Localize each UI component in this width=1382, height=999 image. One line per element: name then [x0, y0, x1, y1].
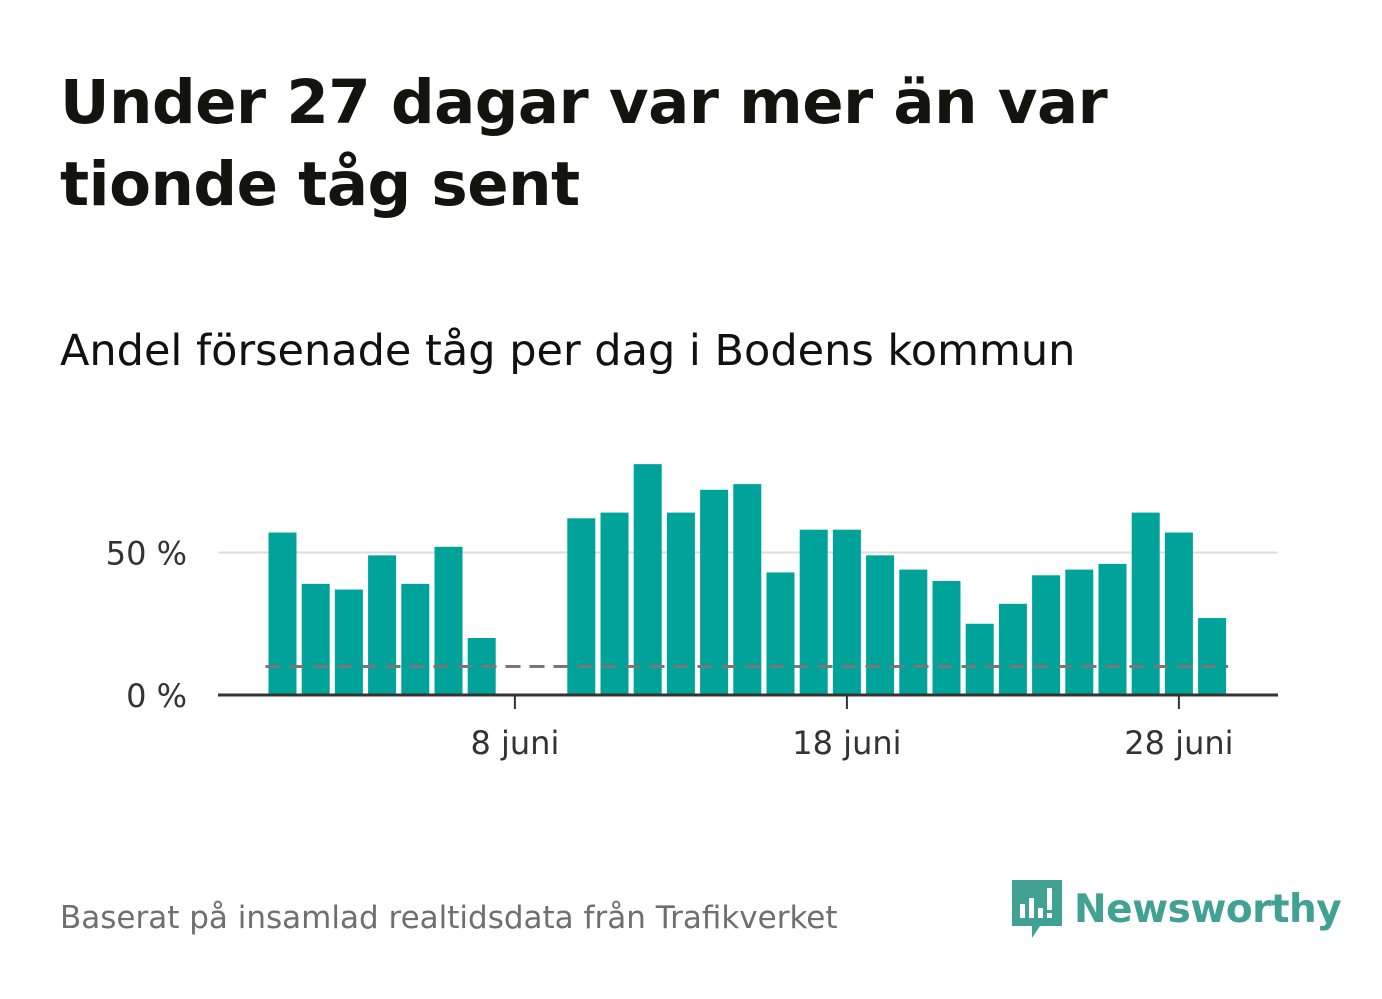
- brand-logo: Newsworthy: [1010, 878, 1342, 940]
- x-tick-label: 18 juni: [792, 724, 901, 762]
- bar: [998, 603, 1027, 695]
- bar: [401, 583, 430, 695]
- bar: [733, 484, 762, 695]
- bar: [434, 546, 463, 695]
- axes: 0 % 50 % 8 juni 18 juni 28 juni: [106, 535, 1278, 762]
- bar: [368, 555, 397, 695]
- chart-subtitle: Andel försenade tåg per dag i Bodens kom…: [60, 326, 1076, 376]
- bar: [666, 512, 695, 695]
- bar: [899, 569, 928, 695]
- bar: [866, 555, 895, 695]
- x-tick-label: 8 juni: [470, 724, 559, 762]
- newsworthy-logo-icon: [1012, 880, 1062, 938]
- bar: [600, 512, 629, 695]
- bar: [1131, 512, 1160, 695]
- bar: [1098, 563, 1127, 695]
- x-tick-label: 28 juni: [1124, 724, 1233, 762]
- bar: [268, 532, 297, 695]
- bar: [334, 589, 363, 695]
- bar: [799, 529, 828, 695]
- bar: [1164, 532, 1193, 695]
- bar: [1065, 569, 1094, 695]
- bar: [832, 529, 861, 695]
- brand-name: Newsworthy: [1074, 886, 1342, 932]
- source-note: Baserat på insamlad realtidsdata från Tr…: [60, 900, 838, 936]
- bar: [1198, 618, 1227, 695]
- bar: [766, 572, 795, 695]
- chart-title: Under 27 dagar var mer än var tionde tåg…: [60, 67, 1108, 220]
- bar: [633, 464, 662, 695]
- bar: [700, 489, 729, 695]
- bars: [268, 464, 1227, 695]
- bar: [965, 623, 994, 695]
- y-tick-label: 50 %: [106, 535, 187, 573]
- y-tick-label: 0 %: [126, 677, 187, 715]
- bar: [932, 581, 961, 695]
- bar: [567, 518, 596, 695]
- bar: [1032, 575, 1061, 695]
- bar: [301, 583, 330, 695]
